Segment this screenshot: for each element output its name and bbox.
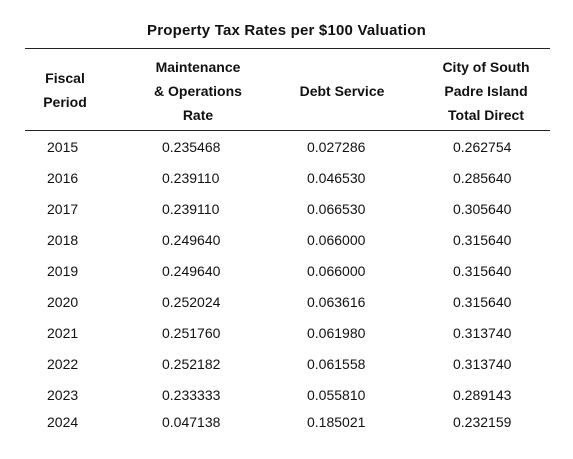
header-fiscal-line: Period (43, 94, 87, 110)
header-total-line: City of South (442, 59, 530, 75)
table-cell-maintenance: 0.239110 (162, 201, 220, 217)
table-cell-year: 2024 (47, 414, 79, 430)
table-cell-year: 2021 (47, 325, 79, 341)
header-maintenance-line: & Operations (154, 83, 242, 99)
table-cell-maintenance: 0.235468 (162, 139, 221, 155)
table-cell-maintenance: 0.252024 (162, 294, 221, 310)
table-cell-total: 0.285640 (453, 170, 512, 186)
table-cell-year: 2019 (47, 263, 79, 279)
table-cell-maintenance: 0.239110 (162, 170, 220, 186)
table-cell-debt: 0.027286 (307, 139, 366, 155)
header-fiscal-line: Fiscal (45, 70, 85, 86)
header-rule (25, 130, 550, 131)
header-total-line: Padre Island (444, 83, 528, 99)
header-fiscal-period: Fiscal Period (25, 66, 105, 114)
header-total-line: Total Direct (448, 107, 524, 123)
header-total-direct: City of South Padre Island Total Direct (416, 55, 556, 127)
table-cell-maintenance: 0.233333 (162, 387, 221, 403)
top-rule (25, 48, 550, 49)
table-cell-maintenance: 0.249640 (162, 263, 221, 279)
table-cell-debt: 0.055810 (307, 387, 366, 403)
table-cell-year: 2016 (47, 170, 79, 186)
header-debt-service: Debt Service (268, 79, 416, 103)
table-cell-total: 0.313740 (453, 325, 512, 341)
table-cell-debt: 0.061980 (307, 325, 366, 341)
table-cell-debt: 0.066000 (307, 263, 366, 279)
table-cell-debt: 0.046530 (307, 170, 366, 186)
table-cell-total: 0.315640 (453, 294, 512, 310)
table-cell-year: 2018 (47, 232, 79, 248)
table-cell-year: 2015 (47, 139, 79, 155)
table-cell-year: 2022 (47, 356, 79, 372)
header-maintenance-operations-rate: Maintenance & Operations Rate (128, 55, 268, 127)
header-maintenance-line: Maintenance (155, 59, 241, 75)
table-cell-year: 2017 (47, 201, 79, 217)
table-cell-year: 2020 (47, 294, 79, 310)
table-cell-total: 0.313740 (453, 356, 512, 372)
table-cell-maintenance: 0.252182 (162, 356, 221, 372)
table-cell-debt: 0.063616 (307, 294, 366, 310)
table-cell-total: 0.232159 (453, 414, 512, 430)
table-cell-total: 0.315640 (453, 263, 512, 279)
header-debt-line: Debt Service (299, 83, 385, 99)
table-title: Property Tax Rates per $100 Valuation (147, 22, 426, 39)
table-cell-total: 0.289143 (453, 387, 512, 403)
header-maintenance-line: Rate (182, 107, 214, 123)
table-cell-debt: 0.061558 (307, 356, 366, 372)
table-cell-total: 0.262754 (453, 139, 512, 155)
table-cell-total: 0.315640 (453, 232, 512, 248)
table-cell-maintenance: 0.047138 (162, 414, 221, 430)
table-cell-year: 2023 (47, 387, 79, 403)
table-cell-maintenance: 0.251760 (162, 325, 221, 341)
table-cell-debt: 0.066000 (307, 232, 366, 248)
table-cell-maintenance: 0.249640 (162, 232, 221, 248)
table-cell-debt: 0.185021 (307, 414, 366, 430)
table-cell-total: 0.305640 (453, 201, 512, 217)
table-cell-debt: 0.066530 (307, 201, 366, 217)
